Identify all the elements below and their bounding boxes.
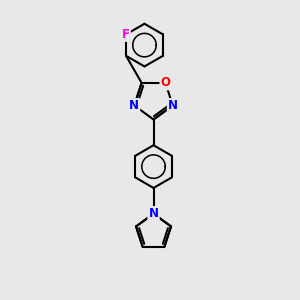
Text: N: N bbox=[168, 99, 178, 112]
Text: F: F bbox=[122, 28, 130, 41]
Text: N: N bbox=[129, 99, 139, 112]
Text: N: N bbox=[148, 207, 158, 220]
Text: O: O bbox=[160, 76, 170, 89]
Text: N: N bbox=[148, 207, 158, 220]
